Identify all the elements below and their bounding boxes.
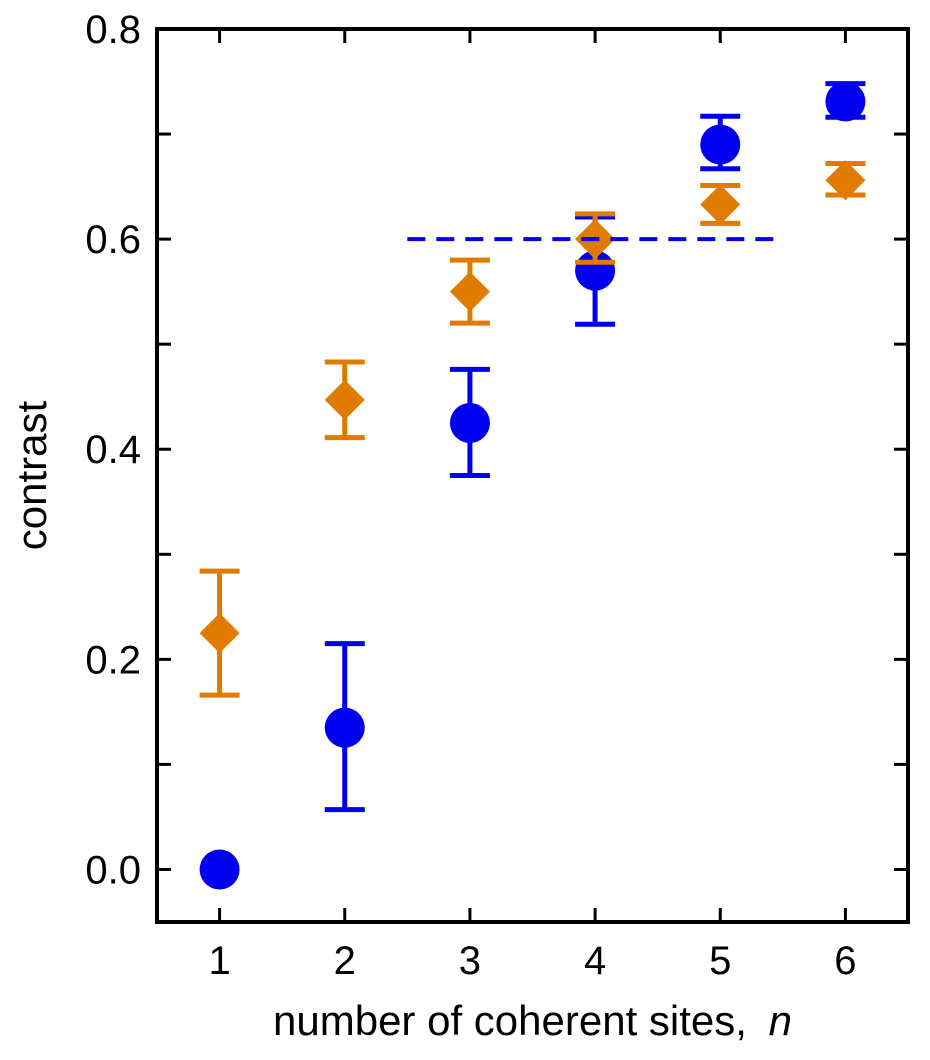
x-tick-label: 6 <box>834 939 856 983</box>
tick-layer <box>157 27 908 922</box>
data-point-diamond <box>324 379 365 420</box>
y-tick-label: 0.0 <box>85 848 141 892</box>
x-tick-label: 5 <box>709 939 731 983</box>
series-layer <box>199 81 866 890</box>
x-tick-label: 1 <box>208 939 230 983</box>
data-point-diamond <box>825 160 866 201</box>
data-point-circle <box>324 707 365 748</box>
y-axis-label: contrast <box>8 400 55 550</box>
y-tick-label: 0.4 <box>85 428 141 472</box>
plot-frame <box>155 27 910 924</box>
data-point-circle <box>825 81 866 122</box>
data-point-diamond <box>449 271 490 312</box>
series-1 <box>199 81 866 890</box>
y-tick-label: 0.8 <box>85 8 141 52</box>
x-axis-label-variable: n <box>769 997 792 1044</box>
data-point-circle <box>199 849 240 890</box>
x-tick-label: 4 <box>584 939 606 983</box>
series-2 <box>199 160 866 698</box>
y-tick-label: 0.2 <box>85 638 141 682</box>
data-point-circle <box>700 124 741 165</box>
data-point-diamond <box>199 613 240 654</box>
y-tick-label: 0.6 <box>85 218 141 262</box>
data-point-diamond <box>700 184 741 225</box>
x-tick-label: 2 <box>334 939 356 983</box>
tick-label-layer: 1 2 3 4 5 6 0.0 0.2 0.4 0.6 0.8 <box>85 8 856 983</box>
x-tick-label: 3 <box>459 939 481 983</box>
x-axis-label-text: number of coherent sites, <box>273 997 747 1044</box>
x-axis-label: number of coherent sites, n <box>273 997 792 1044</box>
data-point-circle <box>449 402 490 443</box>
